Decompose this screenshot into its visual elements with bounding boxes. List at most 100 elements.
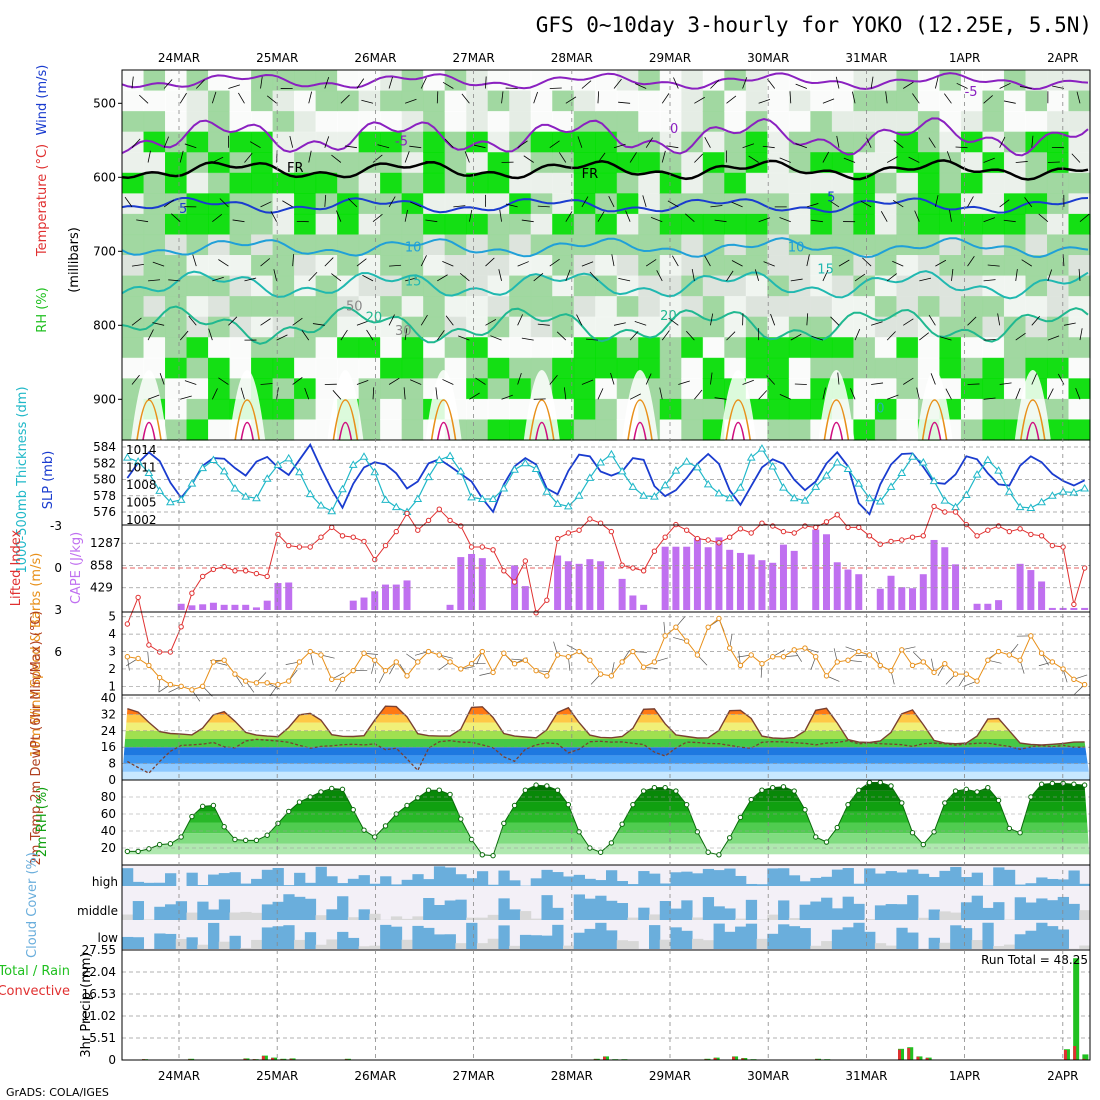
rh-cell: [466, 378, 489, 400]
wind-barb: [865, 136, 872, 148]
data-marker: [856, 648, 862, 655]
wind-barb: [613, 78, 622, 89]
cape-bar: [382, 584, 390, 610]
data-marker: [166, 497, 175, 506]
wind-barb: [726, 95, 737, 104]
data-marker: [533, 610, 539, 616]
rh-cell: [358, 357, 381, 379]
wind-barb: [228, 84, 240, 89]
wind-barb: [710, 205, 723, 208]
cape-bar: [564, 561, 572, 610]
data-marker: [823, 673, 830, 679]
data-marker: [468, 544, 475, 550]
data-marker: [576, 829, 582, 835]
data-marker: [329, 676, 335, 683]
wind-barb: [563, 387, 567, 400]
rh-cell: [702, 419, 725, 441]
cloud-bar: [713, 923, 725, 949]
rh-cell: [294, 234, 317, 256]
data-marker: [995, 797, 1002, 804]
data-marker: [329, 785, 335, 792]
data-marker: [415, 795, 421, 801]
date-label-bottom: 25MAR: [256, 1069, 298, 1083]
wind-barb: [442, 260, 454, 267]
wind-barb: [517, 314, 523, 326]
wind-barb: [356, 320, 369, 326]
rh-cell: [939, 90, 962, 112]
rh-cell: [509, 275, 532, 297]
rh-series: [127, 782, 1085, 857]
rh-cell: [251, 316, 274, 338]
date-label-top: 2APR: [1047, 51, 1078, 65]
wind-tick-label: 3: [108, 645, 116, 659]
data-marker: [338, 484, 347, 493]
data-marker: [189, 590, 195, 596]
cloud-bar: [1025, 902, 1037, 920]
cloud-bar: [928, 909, 940, 920]
rh-cell: [681, 70, 704, 92]
rh-cell: [1003, 255, 1027, 277]
wind-barb: [1015, 388, 1021, 400]
cloud-bar: [412, 916, 424, 920]
rh-cell: [810, 172, 833, 194]
wind-barb: [694, 389, 703, 400]
cloud-bar: [745, 899, 758, 920]
wind-barb: [331, 154, 342, 163]
wind-barb: [184, 380, 197, 385]
data-marker: [544, 673, 550, 679]
rh-cell: [251, 131, 274, 153]
rh-cell: [552, 337, 575, 359]
rh-cell: [702, 172, 725, 194]
precip-convective-bar: [289, 1058, 293, 1060]
rh-axis-label: RH (%): [35, 287, 50, 332]
precip-tick-label: 11.02: [82, 1009, 116, 1023]
data-marker: [671, 466, 681, 474]
cloud-bar: [423, 927, 435, 949]
rh-cell: [853, 213, 876, 236]
thickness-tick-label: 578: [93, 489, 116, 503]
data-marker: [694, 535, 701, 542]
slp-tick-label: 1011: [126, 460, 157, 474]
rh-cell: [573, 419, 596, 441]
rh-cell: [487, 398, 510, 421]
cape-bar: [909, 588, 917, 610]
cloud-bar: [1036, 877, 1048, 886]
data-marker: [651, 784, 658, 791]
wind-barb: [903, 81, 914, 89]
data-marker: [350, 807, 356, 813]
cloud-bar: [294, 872, 306, 886]
cape-bar: [1027, 570, 1035, 610]
cloud-bar: [842, 868, 854, 886]
data-marker: [608, 673, 615, 679]
wind-barb: [163, 136, 170, 148]
data-marker: [219, 466, 229, 475]
rh-cell: [423, 234, 446, 256]
wind-barb: [758, 217, 771, 223]
cape-bar: [726, 549, 734, 610]
cloud-bar: [498, 925, 510, 949]
rh-cell: [853, 131, 876, 153]
wind-barb: [789, 91, 792, 104]
rh-cell: [530, 255, 553, 277]
rh-cell: [552, 378, 575, 400]
wind-barb: [903, 377, 914, 385]
cloud-bar: [132, 937, 145, 949]
cloud-bar: [778, 924, 790, 949]
rh-cell: [186, 70, 209, 92]
data-marker: [123, 453, 132, 461]
wind-barb: [437, 274, 448, 282]
rh-cell: [1046, 90, 1070, 112]
rh-cell: [1068, 193, 1091, 215]
rh-cell: [466, 152, 489, 174]
data-marker: [318, 789, 324, 795]
cloud-bar: [208, 874, 220, 886]
rh-cell: [208, 70, 231, 92]
rh-cell: [788, 398, 811, 421]
wind-barb: [372, 213, 383, 223]
wind-barb: [131, 317, 142, 326]
rh-cell: [681, 419, 704, 441]
wind-barb: [410, 379, 422, 385]
wind-barb: [249, 141, 261, 149]
rh-cell: [960, 90, 984, 112]
wind-barb: [1047, 388, 1054, 400]
